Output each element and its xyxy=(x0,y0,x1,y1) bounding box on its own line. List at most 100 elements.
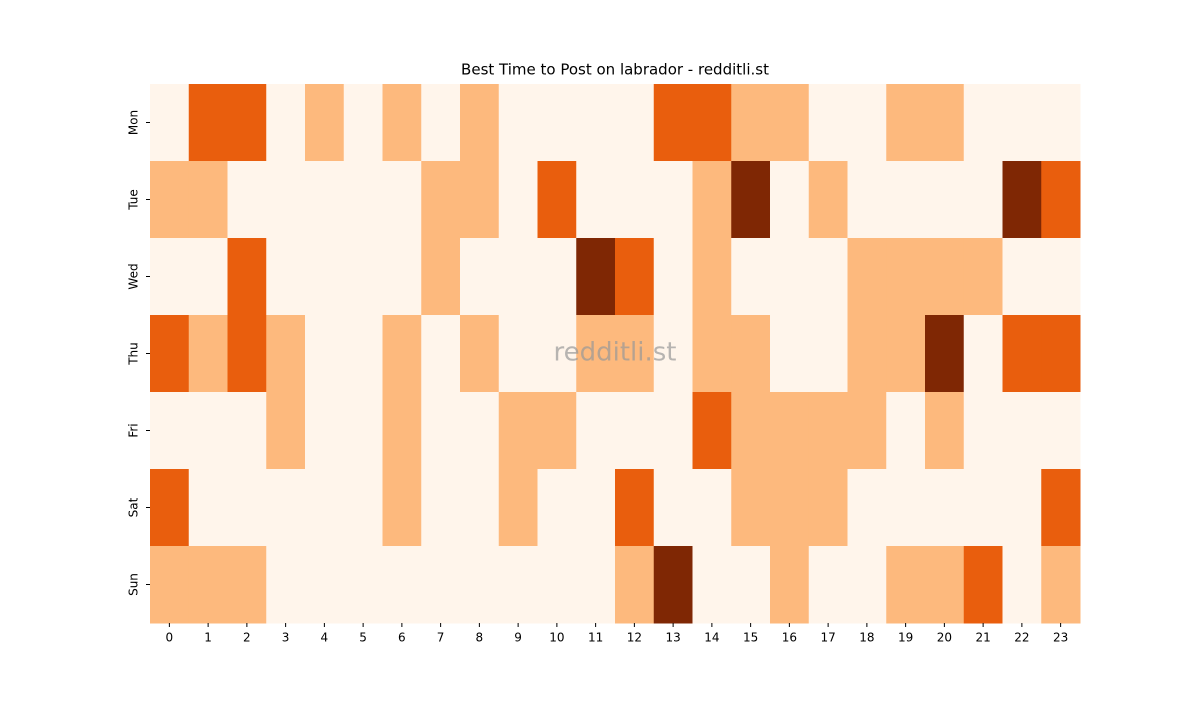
x-tick-label: 6 xyxy=(398,631,406,645)
x-tick-label: 4 xyxy=(321,631,329,645)
x-tick-label: 21 xyxy=(975,631,990,645)
heatmap-cell xyxy=(576,315,616,393)
heatmap-cell xyxy=(460,84,500,162)
heatmap-cell xyxy=(343,469,383,547)
heatmap-cell xyxy=(808,315,848,393)
heatmap-cell xyxy=(731,469,771,547)
heatmap-cell xyxy=(421,315,461,393)
x-tick-label: 11 xyxy=(588,631,603,645)
heatmap-cell xyxy=(227,84,267,162)
heatmap-cell xyxy=(188,161,228,239)
heatmap-cell xyxy=(1041,238,1081,316)
heatmap-cell xyxy=(692,315,732,393)
heatmap-cell xyxy=(653,84,693,162)
heatmap-cell xyxy=(1041,315,1081,393)
heatmap-cell xyxy=(808,392,848,470)
heatmap-cell xyxy=(343,392,383,470)
heatmap-cell xyxy=(266,238,306,316)
heatmap-cell xyxy=(498,161,538,239)
heatmap-cell xyxy=(150,84,190,162)
heatmap-cell xyxy=(615,84,655,162)
heatmap-cell xyxy=(227,315,267,393)
heatmap-cell xyxy=(731,238,771,316)
x-tick-label: 15 xyxy=(743,631,758,645)
heatmap-cell xyxy=(576,84,616,162)
heatmap-cell xyxy=(886,469,926,547)
heatmap-cell xyxy=(1041,469,1081,547)
heatmap-cell xyxy=(925,392,965,470)
heatmap-cell xyxy=(925,315,965,393)
heatmap-cell xyxy=(421,392,461,470)
heatmap-cell xyxy=(963,546,1003,624)
y-tick-label: Tue xyxy=(127,189,141,211)
x-tick-label: 12 xyxy=(627,631,642,645)
heatmap-cell xyxy=(692,84,732,162)
x-tick-label: 17 xyxy=(820,631,835,645)
heatmap-cell xyxy=(731,84,771,162)
heatmap-cell xyxy=(537,161,577,239)
heatmap-cell xyxy=(382,546,422,624)
y-tick-label: Wed xyxy=(127,263,141,289)
x-tick-label: 16 xyxy=(782,631,797,645)
heatmap-cell xyxy=(925,84,965,162)
heatmap-cell xyxy=(1041,546,1081,624)
heatmap-cell xyxy=(150,315,190,393)
heatmap-cell xyxy=(847,84,887,162)
heatmap-cell xyxy=(537,546,577,624)
heatmap-cell xyxy=(653,315,693,393)
x-tick-label: 23 xyxy=(1053,631,1068,645)
heatmap-cell xyxy=(150,161,190,239)
heatmap-cell xyxy=(886,161,926,239)
heatmap-cell xyxy=(615,161,655,239)
x-tick-label: 2 xyxy=(243,631,251,645)
x-tick-label: 18 xyxy=(859,631,874,645)
heatmap-cell xyxy=(1041,392,1081,470)
heatmap-cell xyxy=(460,546,500,624)
heatmap-cell xyxy=(498,546,538,624)
heatmap-cell xyxy=(150,392,190,470)
heatmap-cell xyxy=(615,469,655,547)
heatmap-cell xyxy=(227,238,267,316)
heatmap-cell xyxy=(188,546,228,624)
heatmap-cell xyxy=(1002,161,1042,239)
heatmap-cell xyxy=(421,469,461,547)
heatmap-cell xyxy=(343,84,383,162)
heatmap-cell xyxy=(305,161,345,239)
heatmap-cell xyxy=(188,469,228,547)
heatmap-cell xyxy=(343,161,383,239)
heatmap-cell xyxy=(615,315,655,393)
heatmap-cell xyxy=(808,546,848,624)
heatmap-cell xyxy=(537,84,577,162)
heatmap-cell xyxy=(382,84,422,162)
x-tick-label: 1 xyxy=(204,631,212,645)
heatmap-cell xyxy=(731,392,771,470)
heatmap-cell xyxy=(886,84,926,162)
heatmap-cell xyxy=(963,238,1003,316)
heatmap-cell xyxy=(382,392,422,470)
heatmap-cell xyxy=(537,392,577,470)
heatmap-cell xyxy=(847,392,887,470)
heatmap-cell xyxy=(653,469,693,547)
heatmap-cell xyxy=(963,469,1003,547)
heatmap-cell xyxy=(382,469,422,547)
heatmap-cell xyxy=(692,161,732,239)
chart-title: Best Time to Post on labrador - redditli… xyxy=(461,61,769,79)
heatmap-cell xyxy=(266,469,306,547)
heatmap-cell xyxy=(305,238,345,316)
heatmap-cell xyxy=(925,238,965,316)
heatmap-cell xyxy=(847,546,887,624)
heatmap-cell xyxy=(770,161,810,239)
heatmap-cell xyxy=(266,84,306,162)
y-tick-label: Fri xyxy=(127,423,141,437)
heatmap-cell xyxy=(421,546,461,624)
heatmap-cell xyxy=(460,315,500,393)
heatmap-cell xyxy=(963,392,1003,470)
heatmap-cell xyxy=(925,546,965,624)
heatmap-cell xyxy=(770,238,810,316)
heatmap-cell xyxy=(305,84,345,162)
x-tick-label: 13 xyxy=(665,631,680,645)
heatmap-cell xyxy=(1002,315,1042,393)
heatmap-cell xyxy=(1002,238,1042,316)
heatmap-cell xyxy=(963,161,1003,239)
